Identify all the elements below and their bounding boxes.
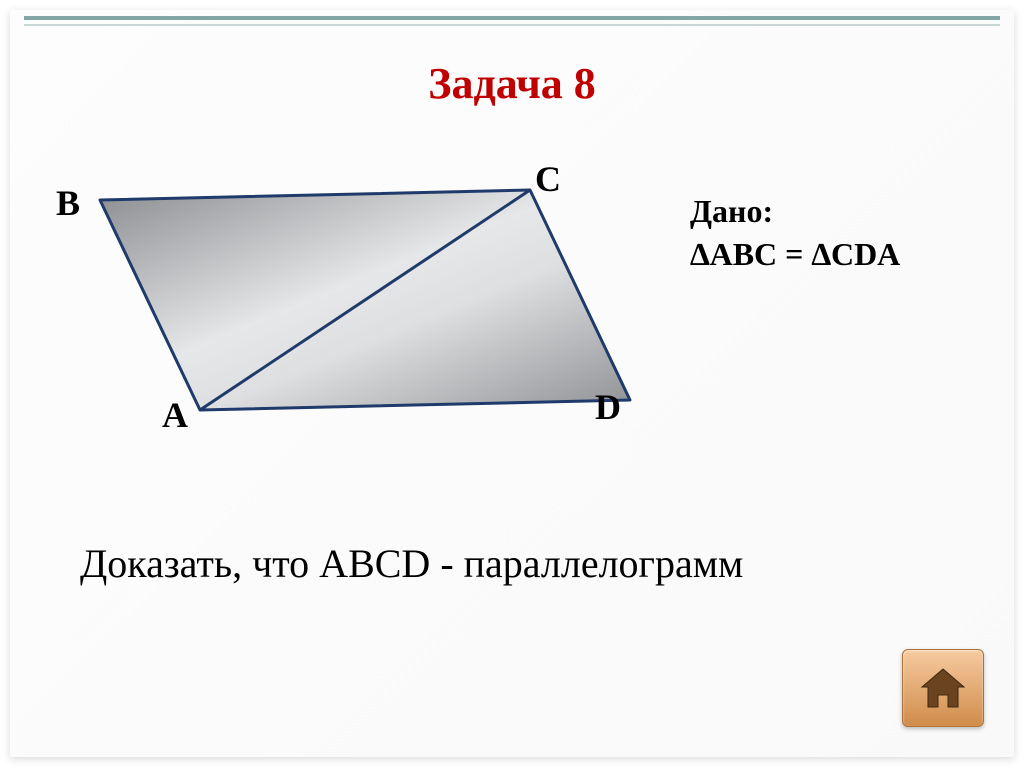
- slide: Задача 8 A B C D Дано: ∆ABC = ∆CDA Доказать…: [10, 10, 1014, 757]
- home-button[interactable]: [902, 649, 984, 727]
- diagram-svg: [50, 150, 670, 460]
- vertex-label-B: B: [56, 182, 80, 224]
- decorative-rules: [10, 10, 1014, 30]
- home-icon: [918, 665, 968, 711]
- vertex-label-C: C: [535, 158, 561, 200]
- given-block: Дано: ∆ABC = ∆CDA: [690, 190, 900, 276]
- given-label: Дано:: [690, 190, 900, 233]
- rule-thin: [24, 24, 1000, 26]
- slide-title: Задача 8: [10, 58, 1014, 109]
- parallelogram-diagram: [50, 150, 670, 460]
- prove-text: Доказать, что АВСD - параллелограмм: [80, 540, 743, 587]
- given-statement: ∆ABC = ∆CDA: [690, 233, 900, 276]
- vertex-label-D: D: [595, 386, 621, 428]
- vertex-label-A: A: [162, 394, 188, 436]
- rule-thick: [24, 16, 1000, 20]
